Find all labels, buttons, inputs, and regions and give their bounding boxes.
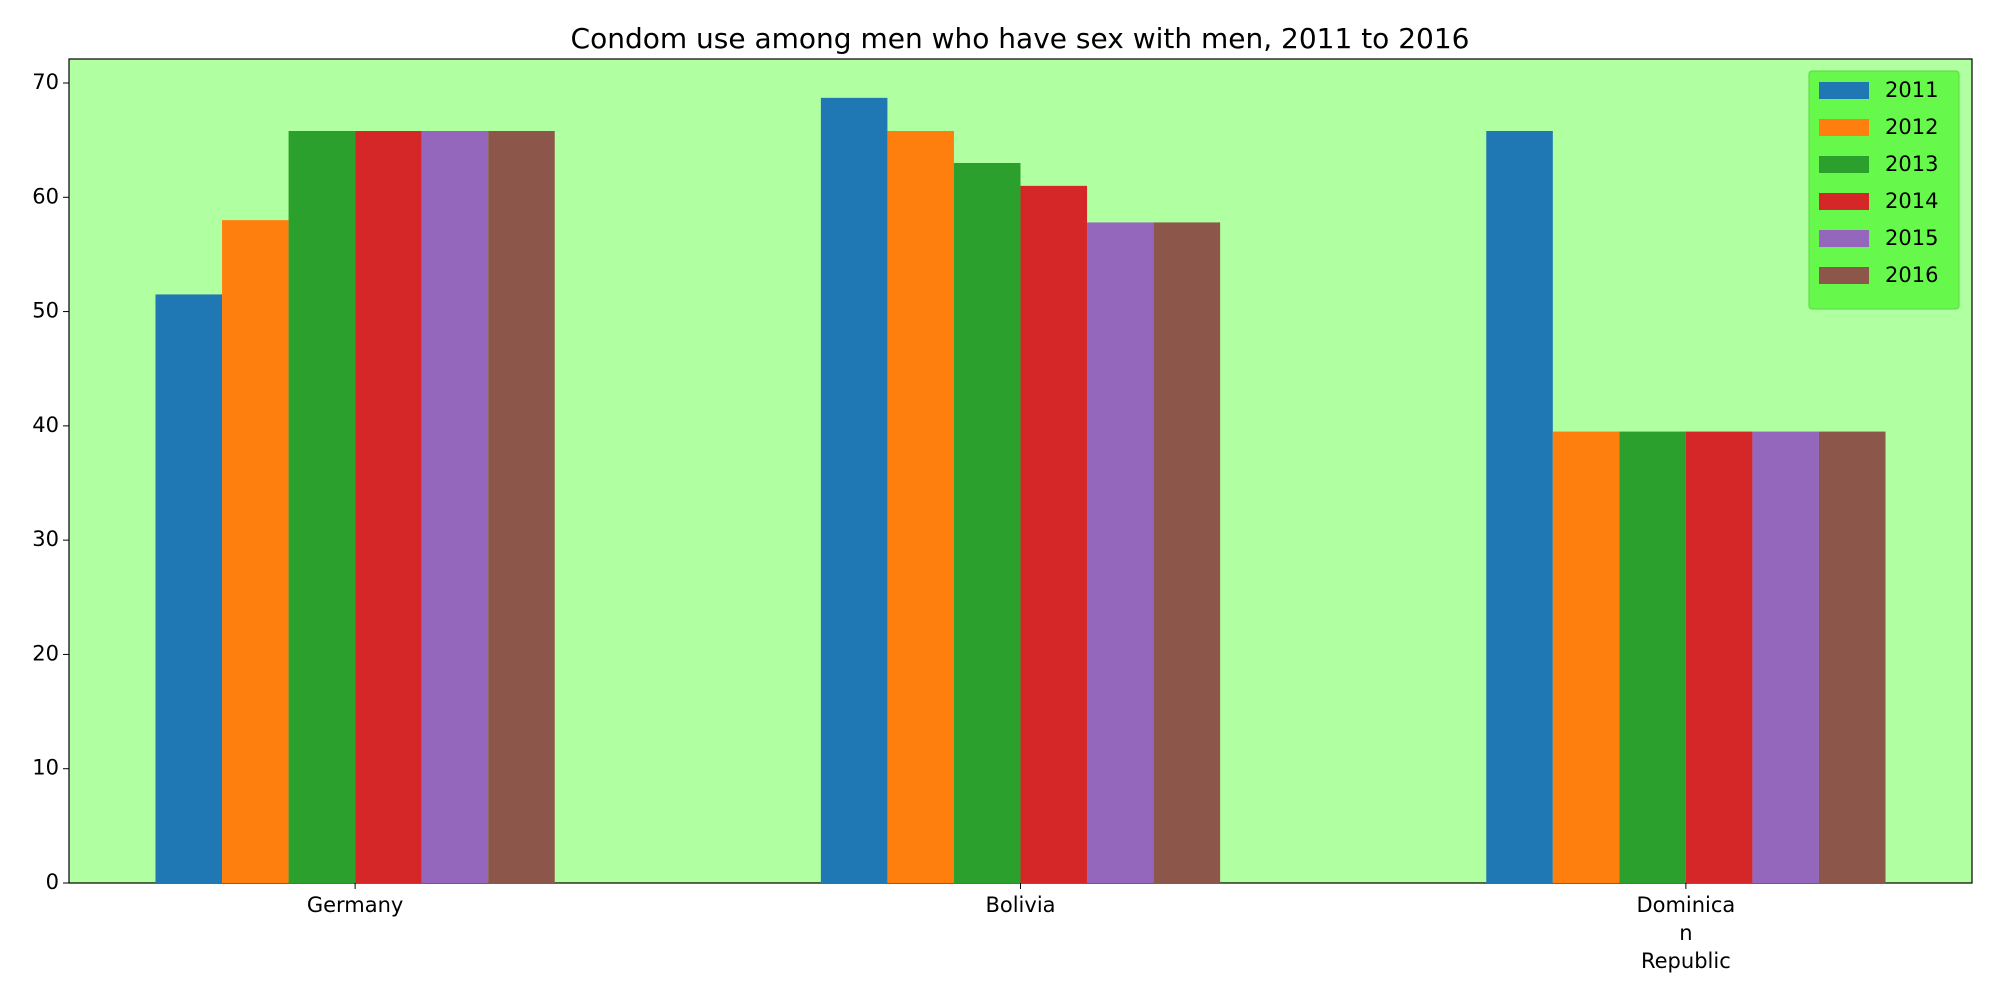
y-tick-label: 40	[32, 413, 59, 437]
bar	[1818, 431, 1886, 883]
legend-swatch	[1819, 267, 1869, 284]
bar	[1486, 131, 1553, 883]
legend: 2011 2012 2013 2014 2015 2016	[1808, 70, 1960, 310]
legend-label: 2011	[1885, 78, 1938, 102]
bar	[155, 294, 223, 883]
legend-swatch	[1819, 119, 1869, 136]
x-tick-label: Bolivia	[985, 893, 1056, 917]
bar	[1552, 431, 1620, 883]
bar	[1020, 185, 1088, 883]
x-tick-label: Dominica n Republic	[1636, 893, 1736, 973]
y-tick-label: 30	[32, 527, 59, 551]
legend-label: 2015	[1885, 226, 1938, 250]
legend-swatch	[1819, 156, 1869, 173]
y-tick-label: 20	[32, 641, 59, 665]
bar	[222, 220, 289, 884]
bar	[1153, 222, 1221, 883]
x-tick-label: Germany	[306, 893, 404, 917]
bar	[488, 131, 555, 883]
bar	[288, 131, 356, 883]
y-tick-label: 60	[32, 184, 59, 208]
legend-swatch	[1819, 193, 1869, 210]
legend-label: 2012	[1885, 115, 1938, 139]
chart-title: Condom use among men who have sex with m…	[571, 22, 1470, 55]
y-tick-label: 0	[46, 870, 59, 894]
legend-label: 2016	[1885, 263, 1938, 287]
y-tick-label: 70	[32, 70, 59, 94]
bar	[421, 131, 489, 883]
bar	[355, 131, 422, 883]
legend-label: 2013	[1885, 152, 1938, 176]
bar	[1685, 431, 1753, 883]
y-tick-label: 50	[32, 299, 59, 323]
bar	[1752, 431, 1819, 883]
bar	[1087, 222, 1154, 883]
bar	[953, 163, 1021, 883]
legend-swatch	[1819, 230, 1869, 247]
bar	[820, 97, 888, 884]
bar	[887, 131, 954, 883]
y-tick-label: 10	[32, 756, 59, 780]
legend-label: 2014	[1885, 189, 1938, 213]
bar	[1619, 431, 1686, 883]
legend-swatch	[1819, 82, 1869, 99]
